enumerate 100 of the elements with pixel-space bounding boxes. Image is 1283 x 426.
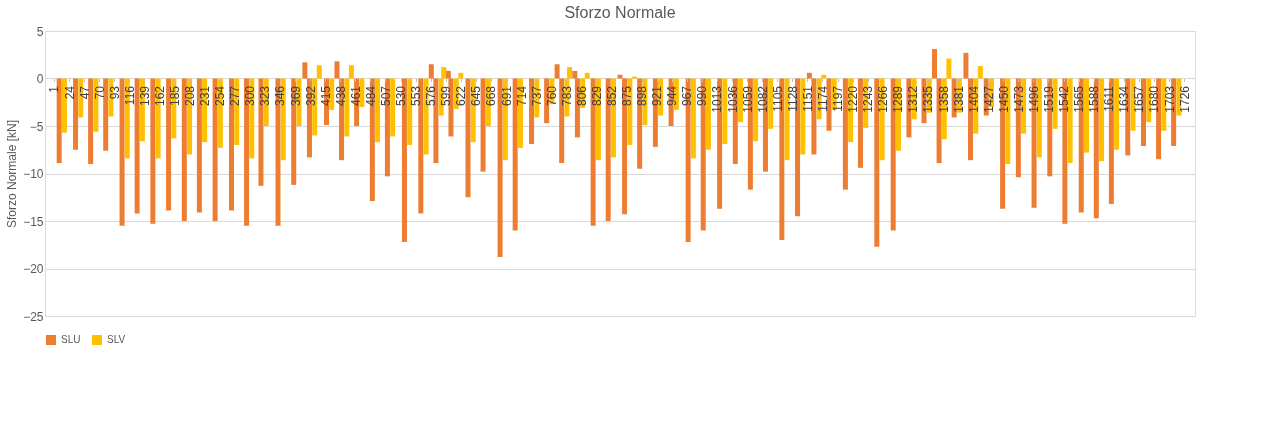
x-tick-label: 898: [635, 85, 650, 107]
bar: [874, 78, 880, 247]
x-tick-label: 369: [288, 85, 303, 107]
x-tick-label: 231: [198, 85, 213, 107]
x-tick-label: 93: [107, 85, 122, 100]
bar: [784, 78, 790, 161]
x-tick-label: 1105: [770, 85, 785, 112]
x-tick-label: 1174: [815, 85, 830, 112]
chart-title: Sforzo Normale: [564, 4, 676, 21]
x-tick-label: 162: [152, 85, 167, 107]
x-tick-label: 921: [650, 85, 665, 107]
bar: [1099, 78, 1105, 162]
x-tick-label: 1680: [1147, 85, 1162, 113]
bar: [480, 78, 486, 172]
x-tick-label: 70: [92, 85, 107, 100]
bar: [497, 78, 503, 258]
x-tick-label: 829: [589, 85, 604, 107]
bar: [134, 78, 140, 214]
bar: [375, 78, 381, 143]
bar: [931, 49, 937, 79]
x-tick-label: 783: [559, 85, 574, 107]
x-tick-label: 691: [499, 85, 514, 107]
x-tick-label: 645: [469, 85, 484, 107]
y-tick-label: 5: [36, 24, 44, 39]
x-tick-label: 1036: [725, 85, 740, 113]
x-tick-label: 1542: [1057, 85, 1072, 113]
bar: [181, 78, 187, 221]
x-tick-label: 1634: [1117, 85, 1132, 113]
x-tick-label: 967: [680, 85, 695, 107]
bar: [512, 78, 518, 231]
x-tick-label: 944: [665, 85, 680, 107]
x-tick-label: 1496: [1026, 85, 1041, 113]
x-tick-label: 599: [439, 85, 454, 107]
x-tick-label: 1220: [846, 85, 861, 113]
x-tick-label: 1381: [951, 85, 966, 113]
x-tick-label: 1473: [1011, 85, 1026, 113]
x-tick-label: 553: [409, 85, 424, 107]
y-tick-label: −15: [23, 214, 44, 229]
y-tick-label: −10: [23, 167, 44, 181]
bar: [1021, 78, 1027, 134]
x-tick-label: 1427: [981, 85, 996, 113]
x-tick-label: 1519: [1041, 85, 1056, 113]
bar: [418, 78, 424, 214]
x-tick-label: 507: [378, 85, 393, 107]
x-tick-label: 1312: [906, 85, 921, 113]
x-tick-label: 668: [484, 85, 499, 107]
x-tick-label: 254: [213, 85, 228, 107]
x-tick-label: 1266: [876, 85, 891, 113]
x-tick-label: 1335: [921, 85, 936, 113]
x-tick-label: 875: [620, 85, 635, 107]
bar: [103, 78, 109, 151]
y-tick-label: −5: [29, 119, 44, 134]
bar: [1067, 78, 1073, 164]
x-tick-label: 346: [273, 85, 288, 107]
bar: [465, 78, 471, 198]
x-tick-label: 300: [243, 85, 258, 107]
bar: [1052, 78, 1058, 129]
y-tick-label: 0: [36, 72, 44, 86]
x-tick-label: 714: [514, 85, 529, 107]
bar: [344, 78, 350, 137]
bar: [316, 65, 322, 79]
bar: [1083, 78, 1089, 153]
x-tick-label: 1611: [1102, 85, 1117, 112]
bar: [196, 78, 202, 213]
bar: [795, 78, 801, 217]
x-tick-label: 1565: [1072, 85, 1087, 113]
x-tick-label: 852: [604, 85, 619, 107]
y-tick-label: −25: [23, 309, 44, 324]
bar: [1114, 78, 1120, 150]
bar: [1161, 78, 1167, 131]
bar: [348, 65, 354, 79]
bar: [334, 61, 340, 79]
bar: [119, 78, 125, 226]
bar: [690, 78, 696, 159]
x-tick-label: 576: [424, 85, 439, 107]
bar: [390, 78, 396, 137]
x-tick-label: 438: [333, 85, 348, 107]
x-tick-label: 185: [167, 85, 182, 107]
x-tick-label: 208: [183, 85, 198, 107]
x-tick-label: 1726: [1177, 85, 1192, 113]
legend-label: SLV: [107, 334, 126, 345]
x-tick-label: 530: [394, 85, 409, 107]
x-tick-label: 24: [62, 85, 77, 100]
bar: [857, 78, 863, 168]
bar: [738, 78, 744, 123]
x-tick-label: 461: [348, 85, 363, 107]
bar: [826, 78, 832, 131]
bar: [1000, 78, 1006, 209]
bar: [88, 78, 94, 164]
bar: [977, 66, 983, 79]
x-tick-label: 1059: [740, 85, 755, 113]
bar: [584, 72, 590, 79]
x-tick-label: 1128: [785, 85, 800, 112]
bar: [768, 78, 774, 129]
x-tick-label: 1243: [861, 85, 876, 113]
bar: [61, 78, 67, 133]
bar: [842, 78, 848, 190]
x-tick-label: 1082: [755, 85, 770, 113]
bar: [1036, 78, 1042, 158]
x-tick-label: 1358: [936, 85, 951, 113]
